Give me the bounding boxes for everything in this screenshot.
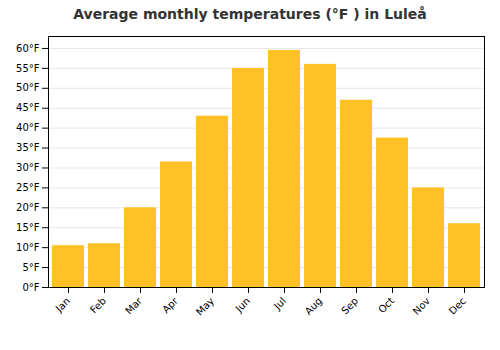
svg-text:Mar: Mar [123,295,145,317]
svg-text:15°F: 15°F [16,222,40,233]
svg-text:Jun: Jun [233,295,253,315]
svg-text:20°F: 20°F [16,202,40,213]
svg-text:5°F: 5°F [22,262,39,273]
svg-text:30°F: 30°F [16,162,40,173]
svg-text:Jan: Jan [53,295,72,314]
svg-text:Sep: Sep [339,295,360,316]
svg-text:Apr: Apr [160,295,181,316]
svg-text:60°F: 60°F [16,43,40,54]
svg-text:45°F: 45°F [16,102,40,113]
svg-text:Dec: Dec [447,295,468,316]
svg-text:Feb: Feb [88,295,108,315]
svg-text:35°F: 35°F [16,142,40,153]
svg-text:50°F: 50°F [16,82,40,93]
svg-text:May: May [194,295,216,317]
svg-text:Aug: Aug [303,295,325,317]
svg-text:Jul: Jul [271,295,288,312]
svg-text:25°F: 25°F [16,182,40,193]
svg-text:10°F: 10°F [16,242,40,253]
html-text:Average monthly temperatures (: Average monthly temperatures (°F ) in Lu… [73,6,427,22]
svg-text:Oct: Oct [376,295,396,315]
svg-text:0°F: 0°F [22,282,39,293]
svg-text:Nov: Nov [411,295,433,317]
svg-text:40°F: 40°F [16,122,40,133]
svg-text:55°F: 55°F [16,63,40,74]
